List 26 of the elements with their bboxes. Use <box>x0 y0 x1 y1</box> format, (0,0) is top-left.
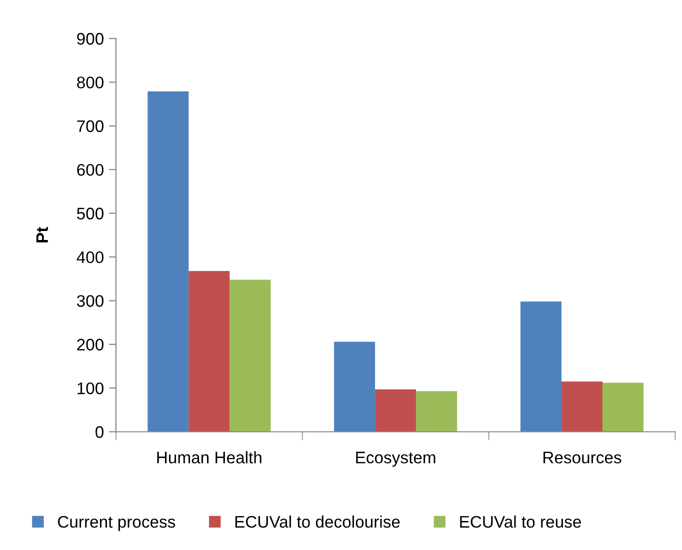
legend-label: ECUVal to decolourise <box>235 516 400 528</box>
y-tick-label: 900 <box>77 32 104 45</box>
bar <box>188 270 230 432</box>
legend-label: Current process <box>58 516 176 532</box>
y-tick-label: 400 <box>76 251 104 264</box>
x-tick-label: Ecosystem <box>356 452 436 467</box>
y-axis-title: Pt <box>36 226 48 242</box>
bar <box>230 280 271 432</box>
y-tick-label: 300 <box>76 295 104 307</box>
y-tick-label: 0 <box>96 426 104 438</box>
bar <box>520 302 562 432</box>
y-tick-label: 600 <box>77 164 104 176</box>
y-tick-label: 100 <box>78 382 104 394</box>
bar <box>416 391 458 432</box>
x-tick-label: Human Health <box>157 451 262 464</box>
y-tick-label: 500 <box>76 208 104 220</box>
y-tick-label: 200 <box>77 338 104 351</box>
bar <box>561 382 602 432</box>
legend-label: ECUVal to reuse <box>460 516 581 528</box>
bar <box>148 91 189 432</box>
bar <box>602 382 644 432</box>
y-tick-label: 800 <box>77 76 104 88</box>
y-tick-label: 700 <box>77 120 104 132</box>
bar <box>334 342 376 432</box>
bar <box>375 389 416 432</box>
x-tick-label: Resources <box>544 452 622 464</box>
